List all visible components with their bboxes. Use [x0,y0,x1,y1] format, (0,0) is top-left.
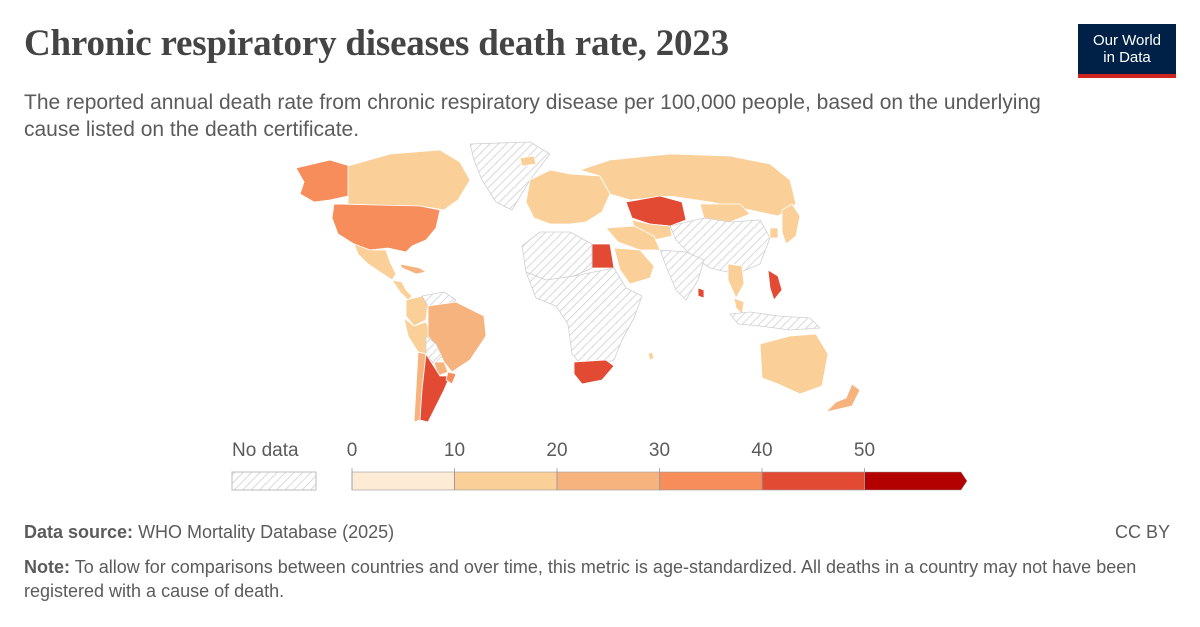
region-alaska[interactable] [295,159,351,203]
owid-logo[interactable]: Our World in Data [1078,24,1176,78]
region-mauritius[interactable] [647,351,655,361]
source-label: Data source: [24,522,134,542]
region-north-africa[interactable] [521,231,593,281]
legend-bin-5[interactable] [864,471,968,491]
region-thailand[interactable] [727,263,745,299]
region-russia[interactable] [579,153,797,217]
chart-subtitle: The reported annual death rate from chro… [24,91,1041,141]
region-iceland[interactable] [519,155,537,167]
region-sri-lanka[interactable] [697,287,705,299]
legend-tick-label-5: 50 [853,440,876,461]
region-south-africa[interactable] [573,359,615,385]
region-australia[interactable] [759,333,829,395]
legend-bin-1[interactable] [454,471,558,491]
source-link[interactable]: WHO Mortality Database (2025) [138,522,395,542]
region-japan[interactable] [781,203,801,245]
region-egypt[interactable] [591,243,615,269]
note-label: Note: [24,557,70,577]
note-text: To allow for comparisons between countri… [24,557,1137,601]
legend-tick-label-3: 30 [648,440,671,461]
region-malaysia[interactable] [733,297,745,315]
region-south-korea[interactable] [769,227,779,239]
data-source: Data source: WHO Mortality Database (202… [24,522,394,543]
legend-tick-label-2: 20 [546,440,568,461]
region-sub-saharan-africa[interactable] [525,267,643,369]
chart-title: Chronic respiratory diseases death rate,… [24,23,729,64]
legend-no-data-swatch [231,471,317,491]
region-bolivia[interactable] [425,335,443,365]
region-indonesia[interactable] [729,311,821,331]
legend-no-data-label: No data [232,440,299,461]
logo-line-1: Our World [1092,32,1162,49]
region-mexico[interactable] [353,243,397,281]
region-india[interactable] [659,249,705,301]
footnote: Note: To allow for comparisons between c… [24,555,1144,603]
region-canada[interactable] [347,149,471,211]
license-link[interactable]: CC BY [1114,522,1170,542]
world-map[interactable] [230,140,880,430]
legend-bin-2[interactable] [556,471,660,491]
legend-tick-label-1: 10 [443,440,466,461]
region-argentina[interactable] [419,353,451,423]
legend-tick-label-4: 40 [751,440,773,461]
legend-bin-0[interactable] [351,471,455,491]
legend-tick-label-0: 0 [346,440,358,461]
region-new-zealand[interactable] [825,383,861,413]
region-central-america[interactable] [391,279,413,301]
region-united-states[interactable] [331,203,441,253]
region-europe[interactable] [525,169,611,225]
region-kazakhstan[interactable] [625,195,687,227]
region-middle-east[interactable] [605,225,661,251]
legend-bin-4[interactable] [761,471,865,491]
legend-bin-3[interactable] [659,471,763,491]
region-uruguay[interactable] [445,371,457,385]
region-caribbean[interactable] [399,263,427,275]
logo-line-2: in Data [1103,49,1151,66]
legend-bar[interactable] [230,468,970,494]
region-china[interactable] [669,217,771,275]
region-mongolia[interactable] [699,203,751,223]
region-philippines[interactable] [767,269,783,301]
